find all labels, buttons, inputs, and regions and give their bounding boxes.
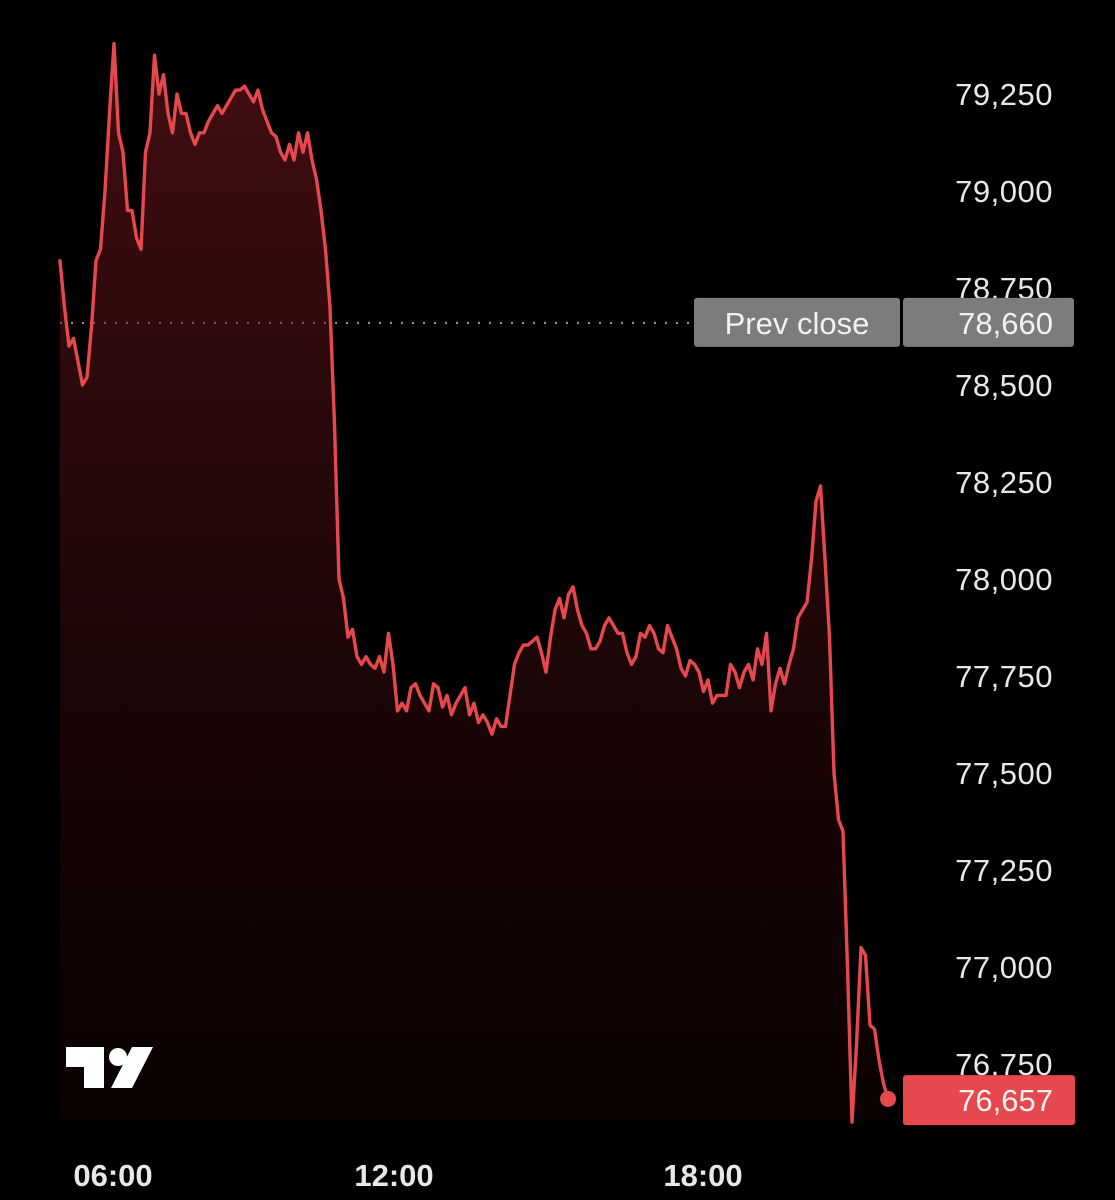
x-tick-label: 12:00	[354, 1158, 433, 1193]
x-axis: 06:00 12:00 18:00	[73, 1158, 742, 1193]
y-tick-label: 77,250	[955, 853, 1053, 888]
prev-close-label: Prev close	[725, 306, 870, 341]
y-axis: 79,25079,00078,75078,50078,25078,00077,7…	[955, 77, 1053, 1082]
x-tick-label: 06:00	[73, 1158, 152, 1193]
y-tick-label: 77,500	[955, 756, 1053, 791]
x-tick-label: 18:00	[663, 1158, 742, 1193]
last-price-badge: 76,657	[903, 1075, 1075, 1125]
last-price-value: 76,657	[958, 1083, 1053, 1118]
y-tick-label: 78,500	[955, 368, 1053, 403]
y-tick-label: 79,250	[955, 77, 1053, 112]
y-tick-label: 78,000	[955, 562, 1053, 597]
y-tick-label: 77,750	[955, 659, 1053, 694]
last-price-dot	[880, 1091, 896, 1107]
y-tick-label: 78,250	[955, 465, 1053, 500]
prev-close-value: 78,660	[958, 306, 1053, 341]
price-area-fill	[60, 44, 888, 1123]
y-tick-label: 79,000	[955, 174, 1053, 209]
y-tick-label: 77,000	[955, 950, 1053, 985]
prev-close-badge: Prev close 78,660	[694, 298, 1074, 347]
